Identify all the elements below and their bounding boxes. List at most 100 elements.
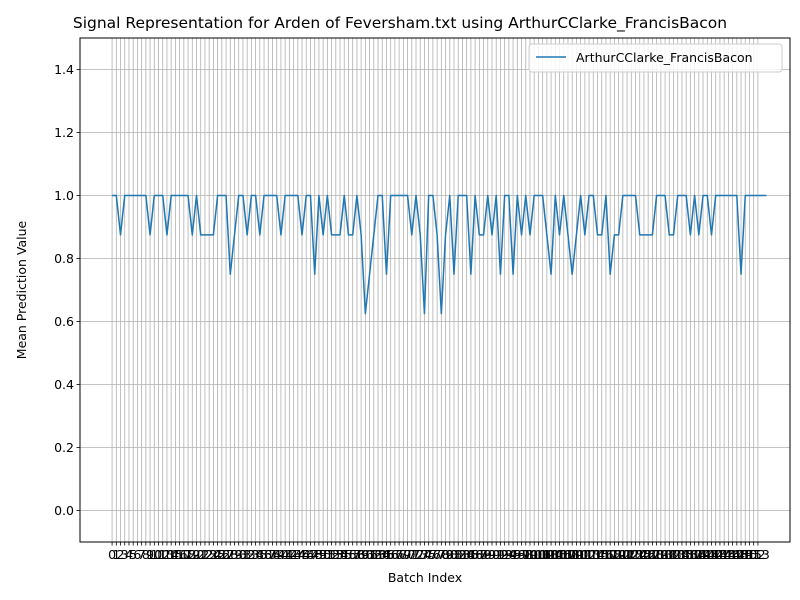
x-tick-label: 89 [480, 547, 496, 562]
x-tick-label: 53 [328, 547, 344, 562]
x-tick-label: 67 [387, 547, 403, 562]
x-tick-label: 86 [467, 547, 483, 562]
x-tick-label: 74 [416, 547, 432, 562]
x-tick-label: 131 [653, 547, 677, 562]
x-axis: 0123456789101112131415161718192021222324… [108, 542, 770, 562]
x-tick-label: 9 [146, 547, 154, 562]
x-tick-label: 70 [400, 547, 416, 562]
x-tick-label: 65 [379, 547, 395, 562]
x-tick-label: 18 [180, 547, 196, 562]
x-tick-label: 58 [349, 547, 365, 562]
x-tick-label: 92 [492, 547, 508, 562]
x-tick-label: 85 [463, 547, 479, 562]
x-tick-label: 43 [286, 547, 302, 562]
legend-box [528, 43, 783, 73]
x-tick-label: 128 [640, 547, 664, 562]
x-tick-label: 52 [324, 547, 340, 562]
x-tick-label: 73 [412, 547, 428, 562]
x-tick-label: 79 [438, 547, 454, 562]
x-tick-label: 60 [357, 547, 373, 562]
x-tick-label: 39 [269, 547, 285, 562]
x-tick-label: 36 [256, 547, 272, 562]
line-layer [112, 194, 767, 315]
x-tick-label: 57 [345, 547, 361, 562]
x-tick-label: 102 [531, 547, 555, 562]
x-tick-label: 105 [543, 547, 567, 562]
x-tick-label: 90 [484, 547, 500, 562]
x-tick-label: 61 [362, 547, 378, 562]
x-tick-label: 37 [260, 547, 276, 562]
x-tick-label: 118 [598, 547, 622, 562]
x-tick-label: 93 [497, 547, 513, 562]
x-tick-label: 66 [383, 547, 399, 562]
legend-label: ArthurCClarke_FrancisBacon [576, 50, 753, 65]
x-tick-label: 2 [117, 547, 125, 562]
x-tick-label: 133 [662, 547, 686, 562]
x-tick-label: 145 [712, 547, 736, 562]
x-tick-label: 4 [125, 547, 133, 562]
x-tick-label: 75 [421, 547, 437, 562]
x-tick-label: 143 [704, 547, 728, 562]
x-tick-label: 88 [476, 547, 492, 562]
x-tick-label: 13 [159, 547, 175, 562]
x-tick-label: 124 [624, 547, 648, 562]
x-tick-label: 116 [590, 547, 614, 562]
x-tick-label: 111 [569, 547, 593, 562]
x-tick-label: 33 [243, 547, 259, 562]
x-tick-label: 17 [176, 547, 192, 562]
x-tick-label: 96 [509, 547, 525, 562]
y-tick-label: 1.2 [54, 125, 74, 140]
plot-frame [79, 37, 791, 543]
y-tick-label: 0.4 [54, 377, 74, 392]
x-tick-label: 16 [172, 547, 188, 562]
x-tick-label: 30 [231, 547, 247, 562]
x-tick-label: 108 [556, 547, 580, 562]
x-tick-label: 29 [227, 547, 243, 562]
x-tick-label: 121 [611, 547, 635, 562]
x-tick-label: 99 [522, 547, 538, 562]
x-tick-label: 77 [429, 547, 445, 562]
grid-layer [80, 38, 790, 542]
x-tick-label: 64 [374, 547, 390, 562]
x-tick-label: 83 [454, 547, 470, 562]
series-line [112, 194, 767, 315]
x-tick-label: 81 [446, 547, 462, 562]
x-tick-label: 132 [657, 547, 681, 562]
x-tick-label: 141 [695, 547, 719, 562]
x-tick-label: 80 [442, 547, 458, 562]
x-tick-label: 59 [353, 547, 369, 562]
x-tick-label: 69 [395, 547, 411, 562]
x-tick-label: 127 [636, 547, 660, 562]
x-tick-label: 147 [721, 547, 745, 562]
x-tick-label: 25 [210, 547, 226, 562]
x-tick-label: 140 [691, 547, 715, 562]
x-tick-label: 40 [273, 547, 289, 562]
x-tick-label: 1 [112, 547, 120, 562]
x-tick-label: 94 [501, 547, 517, 562]
x-tick-label: 119 [602, 547, 626, 562]
x-tick-label: 87 [471, 547, 487, 562]
x-tick-label: 50 [315, 547, 331, 562]
x-tick-label: 125 [628, 547, 652, 562]
y-tick-label: 0.6 [54, 314, 74, 329]
x-tick-label: 115 [586, 547, 610, 562]
x-tick-label: 130 [649, 547, 673, 562]
x-tick-label: 139 [687, 547, 711, 562]
x-tick-label: 11 [151, 547, 167, 562]
x-tick-label: 14 [163, 547, 179, 562]
x-tick-label: 68 [391, 547, 407, 562]
x-tick-label: 42 [281, 547, 297, 562]
x-tick-label: 103 [535, 547, 559, 562]
x-tick-label: 51 [319, 547, 335, 562]
x-tick-label: 110 [564, 547, 588, 562]
x-tick-label: 144 [708, 547, 732, 562]
x-tick-label: 153 [746, 547, 770, 562]
x-tick-label: 149 [729, 547, 753, 562]
y-axis-label: Mean Prediction Value [14, 220, 29, 359]
x-tick-label: 106 [548, 547, 572, 562]
x-tick-label: 138 [683, 547, 707, 562]
x-tick-label: 78 [433, 547, 449, 562]
y-tick-label: 1.0 [54, 188, 74, 203]
x-tick-label: 101 [526, 547, 550, 562]
x-tick-label: 10 [146, 547, 162, 562]
